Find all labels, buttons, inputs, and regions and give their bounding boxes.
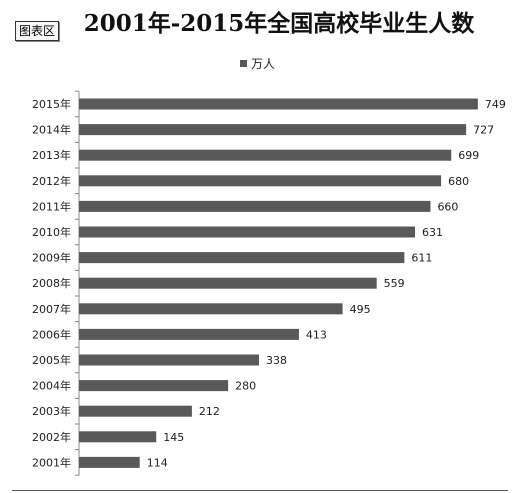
legend-swatch [239,60,247,67]
bar [79,380,229,392]
bar [79,226,416,238]
data-label: 212 [199,405,220,418]
data-label: 699 [458,149,479,162]
data-label: 495 [350,303,371,316]
category-label: 2003年 [32,404,71,418]
data-label: 680 [448,175,469,188]
category-label: 2004年 [32,379,71,393]
bar [79,354,259,366]
data-label: 413 [306,328,327,341]
category-label: 2010年 [32,225,71,239]
bar [79,405,192,417]
data-label: 559 [384,277,405,290]
bar [79,124,467,136]
bottom-border-line [12,490,508,491]
bar [79,328,299,340]
category-label: 2013年 [32,148,71,162]
category-label: 2009年 [32,251,71,265]
chart-area-tag: 图表区 [15,21,60,41]
data-label: 114 [147,456,168,469]
data-label: 338 [266,354,287,367]
bar [79,252,405,264]
category-label: 2012年 [32,174,71,188]
category-label: 2006年 [32,327,71,341]
bar [79,456,140,468]
bar [79,149,452,161]
chart-title: 2001年-2015年全国高校毕业生人数 [83,10,475,37]
bar [79,431,157,443]
bar [79,303,343,315]
bar [79,200,431,212]
data-label: 631 [422,226,443,239]
data-label: 611 [411,252,432,265]
data-label: 727 [473,124,494,137]
legend-label: 万人 [250,57,275,71]
legend: 万人 [0,56,515,72]
bar [79,175,442,187]
data-label: 749 [485,98,506,111]
category-label: 2014年 [32,123,71,137]
category-label: 2007年 [32,302,71,316]
bar [79,277,377,289]
category-label: 2015年 [32,97,71,111]
category-label: 2001年 [32,455,71,469]
data-label: 280 [235,380,256,393]
category-label: 2008年 [32,276,71,290]
bar [79,98,478,110]
category-label: 2005年 [32,353,71,367]
data-label: 145 [163,431,184,444]
data-label: 660 [437,200,458,213]
category-label: 2011年 [32,199,71,213]
category-label: 2002年 [32,430,71,444]
